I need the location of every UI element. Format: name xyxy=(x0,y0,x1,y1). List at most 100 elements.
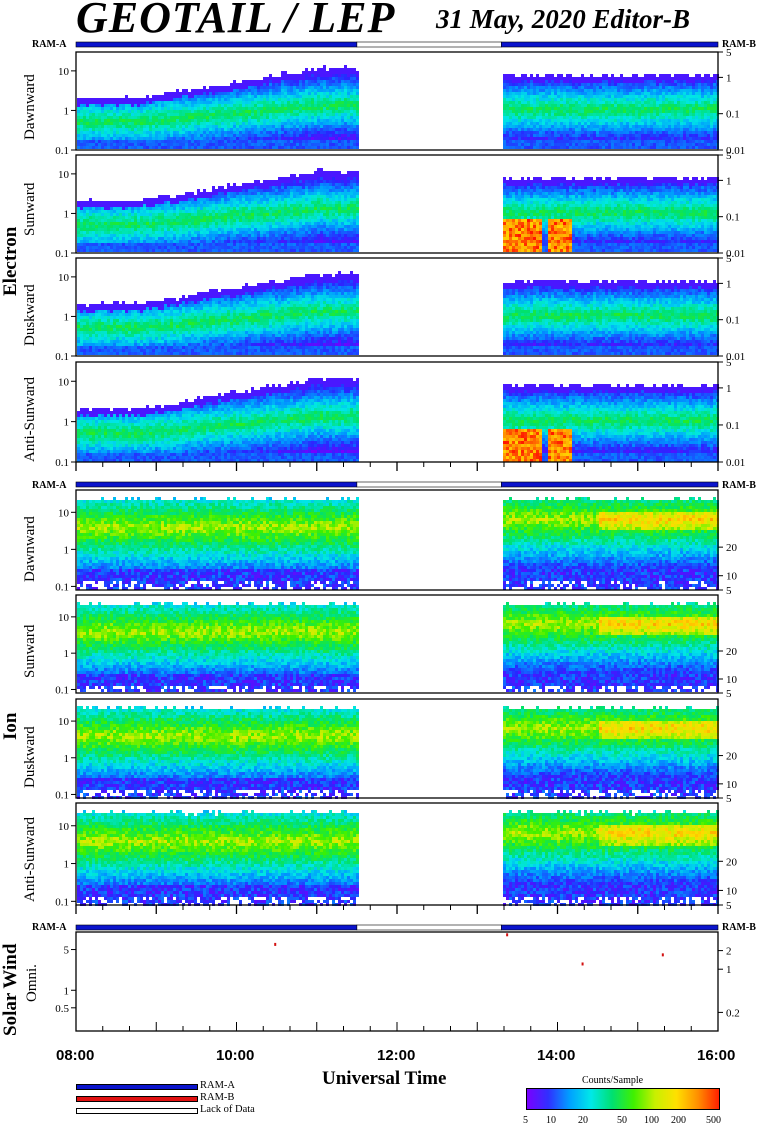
spectrogram-cell xyxy=(116,228,119,231)
spectrogram-cell xyxy=(230,119,233,122)
spectrogram-cell xyxy=(134,228,137,231)
spectrogram-cell xyxy=(515,110,518,113)
spectrogram-cell xyxy=(128,210,131,213)
spectrogram-cell xyxy=(185,92,188,95)
spectrogram-cell xyxy=(122,140,125,143)
spectrogram-cell xyxy=(704,137,707,140)
spectrogram-cell xyxy=(707,80,710,83)
spectrogram-cell xyxy=(581,98,584,101)
spectrogram-cell xyxy=(245,140,248,143)
spectrogram-cell xyxy=(701,110,704,113)
spectrogram-cell xyxy=(602,98,605,101)
spectrogram-cell xyxy=(176,237,179,240)
spectrogram-cell xyxy=(233,116,236,119)
spectrogram-cell xyxy=(635,140,638,143)
spectrogram-cell xyxy=(311,134,314,137)
spectrogram-cell xyxy=(638,122,641,125)
spectrogram-cell xyxy=(197,219,200,222)
spectrogram-cell xyxy=(215,113,218,116)
spectrogram-cell xyxy=(338,95,341,98)
spectrogram-cell xyxy=(584,104,587,107)
spectrogram-cell xyxy=(536,131,539,134)
spectrogram-cell xyxy=(626,89,629,92)
spectrogram-cell xyxy=(188,225,191,228)
spectrogram-cell xyxy=(254,125,257,128)
spectrogram-cell xyxy=(512,134,515,137)
spectrogram-cell xyxy=(173,207,176,210)
spectrogram-cell xyxy=(641,98,644,101)
spectrogram-cell xyxy=(221,204,224,207)
spectrogram-cell xyxy=(251,98,254,101)
spectrogram-cell xyxy=(293,107,296,110)
spectrogram-cell xyxy=(308,86,311,89)
spectrogram-cell xyxy=(512,110,515,113)
spectrogram-cell xyxy=(353,98,356,101)
spectrogram-cell xyxy=(641,146,644,149)
spectrogram-cell xyxy=(686,134,689,137)
spectrogram-cell xyxy=(92,228,95,231)
spectrogram-cell xyxy=(191,222,194,225)
spectrogram-cell xyxy=(311,77,314,80)
spectrogram-cell xyxy=(137,101,140,104)
spectrogram-cell xyxy=(131,231,134,234)
spectrogram-cell xyxy=(125,143,128,146)
spectrogram-cell xyxy=(83,110,86,113)
spectrogram-cell xyxy=(662,92,665,95)
spectrogram-cell xyxy=(152,219,155,222)
spectrogram-cell xyxy=(233,134,236,137)
spectrogram-cell xyxy=(578,125,581,128)
spectrogram-cell xyxy=(545,77,548,80)
spectrogram-cell xyxy=(539,101,542,104)
spectrogram-cell xyxy=(569,128,572,131)
spectrogram-cell xyxy=(596,101,599,104)
spectrogram-cell xyxy=(338,89,341,92)
spectrogram-cell xyxy=(599,131,602,134)
spectrogram-cell xyxy=(146,198,149,201)
spectrogram-cell xyxy=(335,113,338,116)
spectrogram-cell xyxy=(194,116,197,119)
spectrogram-cell xyxy=(173,231,176,234)
spectrogram-cell xyxy=(566,77,569,80)
spectrogram-cell xyxy=(578,113,581,116)
spectrogram-cell xyxy=(503,95,506,98)
spectrogram-cell xyxy=(689,134,692,137)
spectrogram-cell xyxy=(257,116,260,119)
spectrogram-cell xyxy=(206,140,209,143)
spectrogram-cell xyxy=(332,107,335,110)
spectrogram-cell xyxy=(572,98,575,101)
colorbar xyxy=(526,1088,720,1110)
spectrogram-cell xyxy=(512,128,515,131)
spectrogram-cell xyxy=(650,113,653,116)
spectrogram-cell xyxy=(278,119,281,122)
spectrogram-cell xyxy=(686,74,689,77)
spectrogram-cell xyxy=(563,137,566,140)
spectrogram-cell xyxy=(281,113,284,116)
spectrogram-cell xyxy=(104,246,107,249)
colorbar-tick-500: 500 xyxy=(706,1115,721,1126)
spectrogram-cell xyxy=(158,125,161,128)
spectrogram-cell xyxy=(245,219,248,222)
spectrogram-cell xyxy=(611,110,614,113)
spectrogram-cell xyxy=(587,92,590,95)
spectrogram-cell xyxy=(149,228,152,231)
spectrogram-cell xyxy=(110,110,113,113)
spectrogram-cell xyxy=(293,137,296,140)
spectrogram-cell xyxy=(686,89,689,92)
spectrogram-cell xyxy=(254,101,257,104)
spectrogram-cell xyxy=(218,240,221,243)
spectrogram-cell xyxy=(95,143,98,146)
spectrogram-cell xyxy=(569,143,572,146)
spectrogram-cell xyxy=(518,131,521,134)
spectrogram-cell xyxy=(98,110,101,113)
spectrogram-cell xyxy=(113,146,116,149)
spectrogram-cell xyxy=(575,122,578,125)
spectrogram-cell xyxy=(155,101,158,104)
spectrogram-cell xyxy=(506,140,509,143)
spectrogram-cell xyxy=(152,140,155,143)
spectrogram-cell xyxy=(614,113,617,116)
spectrogram-cell xyxy=(623,89,626,92)
spectrogram-cell xyxy=(158,119,161,122)
spectrogram-cell xyxy=(629,95,632,98)
spectrogram-cell xyxy=(284,116,287,119)
spectrogram-cell xyxy=(545,101,548,104)
